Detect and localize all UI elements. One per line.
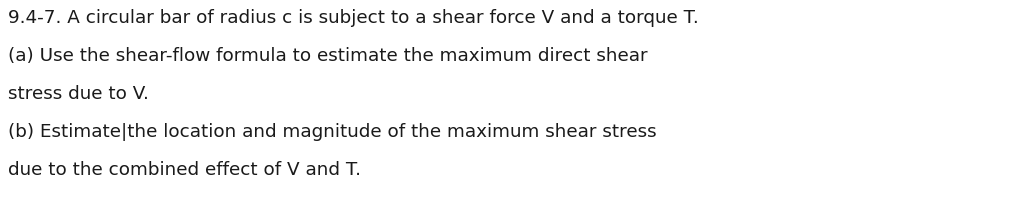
Text: 9.4-7. A circular bar of radius c is subject to a shear force V and a torque T.: 9.4-7. A circular bar of radius c is sub… (8, 9, 699, 27)
Text: stress due to V.: stress due to V. (8, 85, 150, 103)
Text: (b) Estimate|the location and magnitude of the maximum shear stress: (b) Estimate|the location and magnitude … (8, 123, 656, 141)
Text: (a) Use the shear-flow formula to estimate the maximum direct shear: (a) Use the shear-flow formula to estima… (8, 47, 648, 65)
Text: due to the combined effect of V and T.: due to the combined effect of V and T. (8, 160, 361, 178)
